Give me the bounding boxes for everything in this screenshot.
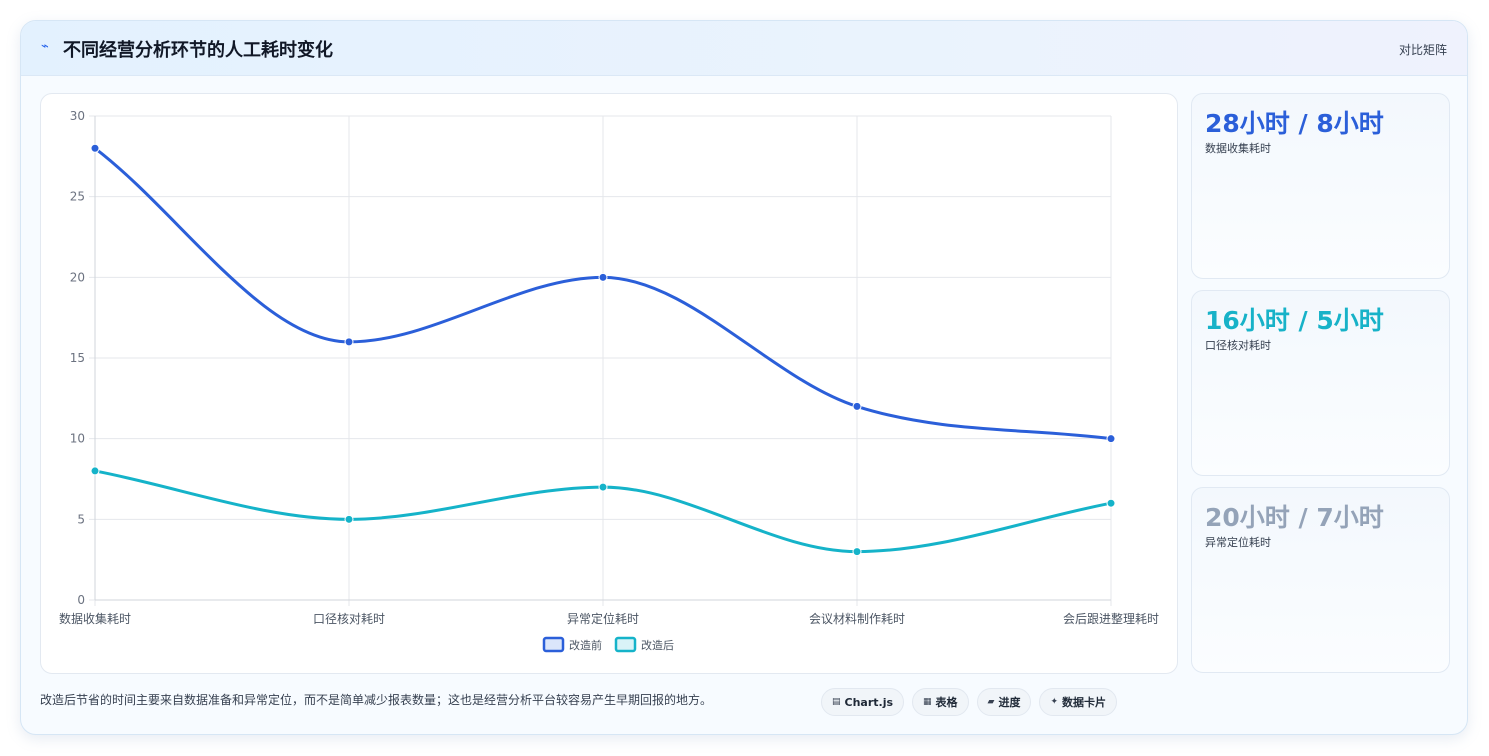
page-title: 不同经营分析环节的人工耗时变化 <box>63 40 333 61</box>
progress-icon: ▰ <box>987 697 995 707</box>
stat-label: 异常定位耗时 <box>1205 536 1271 549</box>
data-point <box>344 514 354 524</box>
chip-chartjs[interactable]: ▤ Chart.js <box>821 688 905 716</box>
y-tick-label: 25 <box>70 190 85 204</box>
x-tick-label: 会议材料制作耗时 <box>809 612 905 626</box>
chip-table[interactable]: ▦ 表格 <box>912 688 969 716</box>
data-point <box>598 482 608 492</box>
card-header: ⌁ 不同经营分析环节的人工耗时变化 对比矩阵 <box>21 21 1467 76</box>
chart-icon: ▤ <box>832 697 841 707</box>
stat-label: 口径核对耗时 <box>1205 339 1271 352</box>
data-point <box>1106 434 1116 444</box>
legend-swatch <box>614 636 637 653</box>
chip-label: 表格 <box>935 696 958 709</box>
footnote: 改造后节省的时间主要来自数据准备和异常定位，而不是简单减少报表数量；这也是经营分… <box>40 693 713 707</box>
sparkle-icon: ✦ <box>1050 697 1059 707</box>
table-icon: ▦ <box>923 697 932 707</box>
chip-group: ▤ Chart.js ▦ 表格 ▰ 进度 ✦ 数据卡片 <box>821 688 1118 716</box>
data-point <box>852 401 862 411</box>
chart-card: ⌁ 不同经营分析环节的人工耗时变化 对比矩阵 0 5 10 15 20 25 30 数据收集耗… <box>20 20 1468 735</box>
chip-label: Chart.js <box>844 695 894 709</box>
stat-value: 20小时 / 7小时 <box>1205 503 1384 532</box>
x-tick-label: 数据收集耗时 <box>59 611 131 626</box>
y-tick-label: 15 <box>70 351 85 365</box>
stat-card-data-collection: 28小时 / 8小时 数据收集耗时 <box>1191 93 1450 279</box>
data-point <box>344 337 354 347</box>
stat-card-anomaly-location: 20小时 / 7小时 异常定位耗时 <box>1191 487 1450 673</box>
stat-label: 数据收集耗时 <box>1205 142 1271 155</box>
chart-panel: 0 5 10 15 20 25 30 数据收集耗时 口径核对耗时 异常定位耗时 会议材料制作耗时 会后… <box>40 93 1178 674</box>
x-tick-label: 会后跟进整理耗时 <box>1063 611 1159 626</box>
y-tick-label: 30 <box>70 109 85 123</box>
chip-data-card[interactable]: ✦ 数据卡片 <box>1039 688 1118 716</box>
stat-value: 16小时 / 5小时 <box>1205 306 1384 335</box>
stat-card-caliber-check: 16小时 / 5小时 口径核对耗时 <box>1191 290 1450 476</box>
data-point <box>90 143 100 153</box>
y-tick-label: 5 <box>77 512 85 526</box>
data-point <box>852 547 862 557</box>
legend-swatch <box>542 636 565 653</box>
data-point <box>90 466 100 476</box>
chip-label: 进度 <box>998 696 1021 709</box>
x-tick-label: 异常定位耗时 <box>567 611 639 626</box>
comparison-matrix-label: 对比矩阵 <box>1398 43 1447 57</box>
data-point <box>1106 498 1116 508</box>
legend-label: 改造前 <box>569 638 602 652</box>
x-tick-label: 口径核对耗时 <box>313 612 385 626</box>
chip-progress[interactable]: ▰ 进度 <box>976 688 1032 716</box>
y-tick-label: 0 <box>77 593 85 607</box>
y-tick-label: 20 <box>70 270 85 284</box>
chip-label: 数据卡片 <box>1062 696 1107 709</box>
data-point <box>598 272 608 282</box>
line-chart: 0 5 10 15 20 25 30 数据收集耗时 口径核对耗时 异常定位耗时 会议材料制作耗时 会后… <box>59 109 1159 653</box>
y-tick-label: 10 <box>70 432 85 446</box>
stat-value: 28小时 / 8小时 <box>1205 109 1384 138</box>
legend-label: 改造后 <box>641 638 674 652</box>
line-chart-icon: ⌁ <box>41 39 49 54</box>
